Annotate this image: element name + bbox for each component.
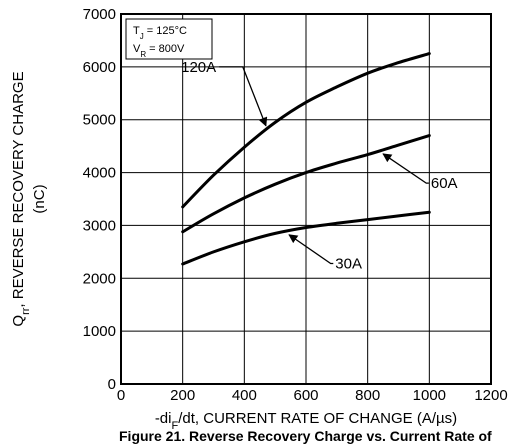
plot-frame: [120, 13, 492, 385]
y-tick-label: 6000: [83, 59, 116, 76]
y-tick-label: 2000: [83, 270, 116, 287]
figure-caption: Figure 21. Reverse Recovery Charge vs. C…: [119, 428, 492, 444]
series-label-30A: 30A: [335, 255, 362, 272]
x-tick-label: 200: [170, 387, 195, 404]
condition-vr: VR = 800V: [133, 43, 185, 59]
series-line-60A: [181, 134, 431, 234]
y-tick-label: 5000: [83, 112, 116, 129]
condition-tj: TJ = 125°C: [133, 25, 187, 41]
tick-labels: 0 200 400 600 800 1000 1200 0 1000 2000 3000 4000 50…: [83, 6, 508, 404]
x-tick-label: 1200: [474, 387, 507, 404]
leader-arrow-60A: [382, 153, 429, 184]
series-label-60A: 60A: [431, 175, 458, 192]
y-tick-label: 3000: [83, 217, 116, 234]
y-tick-label: 1000: [83, 323, 116, 340]
x-tick-label: 0: [117, 387, 125, 404]
conditions-box: [125, 18, 213, 60]
x-axis-label: -diF/dt, CURRENT RATE OF CHANGE (A/µs): [155, 410, 457, 432]
series-label-120A: 120A: [181, 59, 216, 76]
y-tick-label: 7000: [83, 6, 116, 23]
grid: [121, 14, 491, 384]
series-lines: [181, 52, 431, 266]
x-tick-label: 800: [355, 387, 380, 404]
y-axis-unit: (nC): [31, 184, 48, 213]
y-tick-label: 0: [108, 376, 116, 393]
leader-arrow-30A: [288, 234, 334, 265]
y-axis-label: Qrr, REVERSE RECOVERY CHARGE: [10, 71, 32, 326]
series-annotations: 120A 60A 30A: [181, 59, 457, 273]
series-line-120A: [181, 52, 431, 209]
x-tick-label: 1000: [413, 387, 446, 404]
series-line-30A: [181, 210, 431, 266]
leader-arrow-120A: [219, 66, 268, 127]
x-tick-label: 400: [232, 387, 257, 404]
x-tick-label: 600: [293, 387, 318, 404]
y-tick-label: 4000: [83, 165, 116, 182]
